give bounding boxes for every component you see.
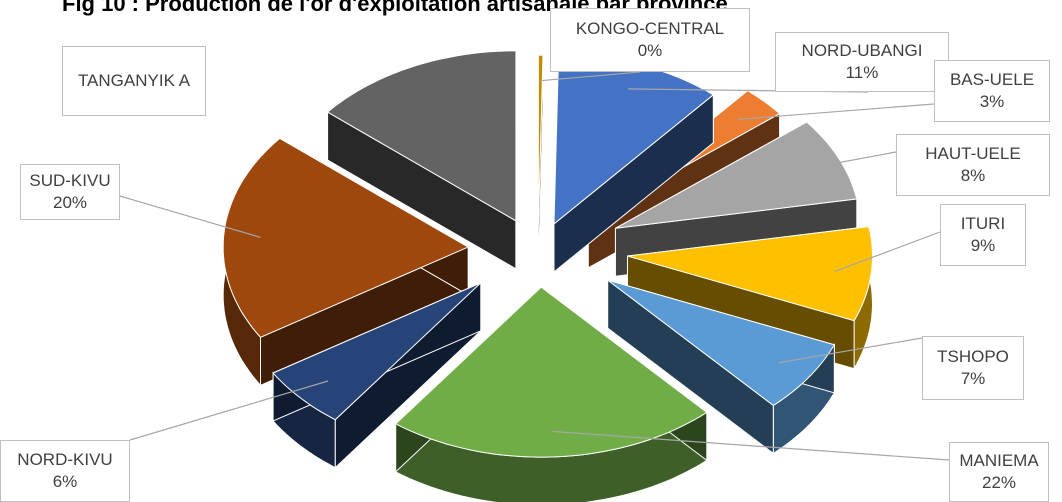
pie-slice-top-kongo-central [537,54,544,226]
data-label-percent-sud-kivu: 20% [52,193,88,212]
data-label-nord-kivu: NORD-KIVU 6% [0,440,130,502]
pie-slice-top-tanganyika [326,50,517,222]
data-label-name-ituri: ITURI [960,214,1006,233]
data-label-name-nord-kivu: NORD-KIVU [17,450,113,469]
data-label-ituri: ITURI 9% [940,204,1026,266]
data-label-name-sud-kivu: SUD-KIVU [29,171,111,190]
pie-slice-nord-ubangi [553,53,715,273]
pie-slice-maniema [394,285,708,502]
data-label-name-kongo-central: KONGO-CENTRAL [575,19,725,38]
pie-slice-top-maniema [394,286,708,458]
data-label-percent-tshopo: 7% [960,369,986,388]
data-label-name-bas-uele: BAS-UELE [949,70,1035,89]
data-label-tanganyika: TANGANYIK A [62,46,206,116]
data-label-tshopo: TSHOPO 7% [922,336,1024,400]
pie-slice-sud-kivu [222,137,470,387]
data-label-name-tanganyika: TANGANYIK A [77,71,191,90]
pie-slice-kongo-central [537,54,544,274]
leader-line-haut-uele [805,151,897,170]
leader-line-bas-uele [737,103,935,120]
data-label-bas-uele: BAS-UELE 3% [934,60,1050,122]
leader-line-ituri [834,231,941,273]
data-label-name-nord-ubangi: NORD-UBANGI [801,41,923,60]
data-label-percent-nord-ubangi: 11% [845,63,879,82]
pie-slice-top-haut-uele [615,121,858,229]
data-label-sud-kivu: SUD-KIVU 20% [20,164,120,220]
pie-slice-tshopo [607,279,836,455]
data-label-name-maniema: MANIEMA [959,451,1039,470]
leader-line-nord-kivu [129,380,329,441]
data-label-kongo-central: KONGO-CENTRAL 0% [550,8,750,72]
data-label-name-haut-uele: HAUT-UELE [925,144,1021,163]
data-label-percent-ituri: 9% [970,236,996,255]
data-label-haut-uele: HAUT-UELE 8% [896,134,1050,196]
pie-slice-top-tshopo [607,279,836,407]
pie-slice-tanganyika [326,50,517,270]
leader-line-kongo-central [540,71,641,82]
leader-line-sud-kivu [119,195,261,238]
data-label-percent-bas-uele: 3% [979,92,1005,111]
data-label-percent-maniema: 22% [981,473,1017,492]
data-label-name-tshopo: TSHOPO [937,347,1009,366]
data-label-percent-nord-kivu: 6% [52,472,78,491]
data-label-nord-ubangi: NORD-UBANGI 11% [775,32,949,92]
pie-slice-top-ituri [627,226,873,322]
leader-line-tshopo [778,337,923,364]
leader-line-maniema [552,430,950,461]
pie-slice-nord-kivu [272,281,482,469]
data-label-percent-haut-uele: 8% [960,166,986,185]
pie-slice-top-nord-kivu [272,282,482,421]
data-label-maniema: MANIEMA 22% [949,442,1049,502]
data-label-percent-kongo-central: 0% [637,41,663,60]
pie-slice-top-sud-kivu [222,137,470,338]
